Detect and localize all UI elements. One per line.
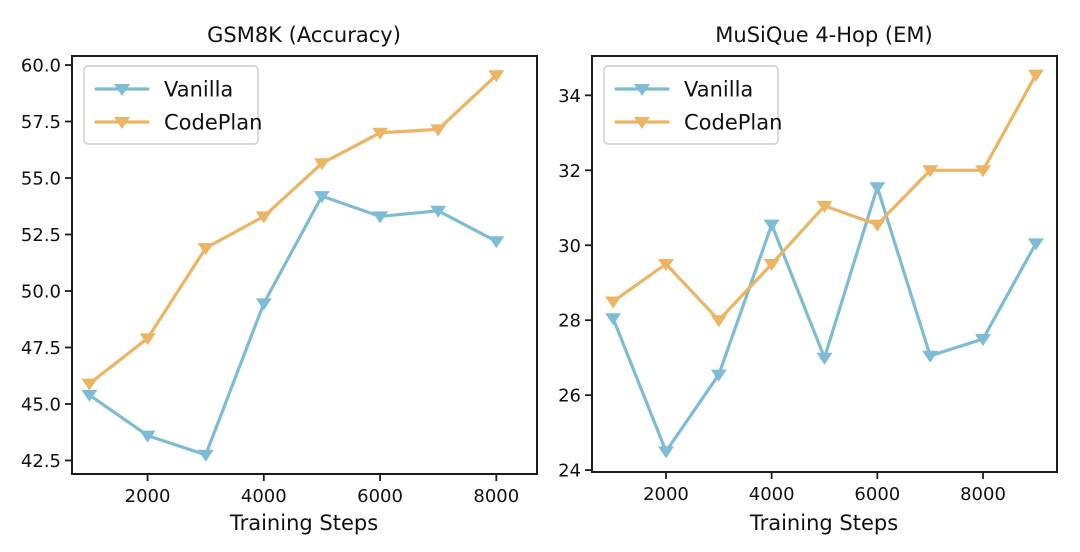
y-tick-label: 30 xyxy=(558,236,581,257)
x-tick-label: 4000 xyxy=(749,484,795,505)
series-marker-vanilla xyxy=(81,389,98,402)
series-line-vanilla xyxy=(87,194,498,457)
chart-panel-gsm8k: GSM8K (Accuracy) 2000 4000 6000 8000 42.5 45.… xyxy=(21,23,538,535)
chart-gsm8k: GSM8K (Accuracy) 2000 4000 6000 8000 42.5 45.… xyxy=(21,23,538,535)
series-marker-codeplan xyxy=(313,158,330,171)
series-marker-vanilla xyxy=(710,369,727,382)
series-marker-codeplan xyxy=(763,259,780,271)
series-marker-codeplan xyxy=(255,211,272,224)
legend-label-vanilla: Vanilla xyxy=(164,78,233,102)
series-marker-vanilla xyxy=(372,211,389,224)
series-marker-codeplan xyxy=(710,315,727,328)
series-marker-vanilla xyxy=(197,449,214,462)
chart-title-gsm8k: GSM8K (Accuracy) xyxy=(207,23,401,47)
y-tick-label: 47.5 xyxy=(21,338,61,359)
series-marker-codeplan xyxy=(197,243,214,256)
legend-label-vanilla: Vanilla xyxy=(684,78,753,102)
x-tick-label: 8000 xyxy=(473,486,519,507)
series-marker-vanilla xyxy=(816,352,833,365)
x-tick-label: 4000 xyxy=(241,486,287,507)
series-marker-vanilla xyxy=(255,298,272,311)
y-tick-label: 50.0 xyxy=(21,281,61,302)
chart-musique: MuSiQue 4-Hop (EM) 2000 4000 6000 800024262… xyxy=(558,23,1058,535)
legend-marker-vanilla xyxy=(634,84,650,96)
series-marker-vanilla xyxy=(430,205,447,218)
y-tick-label: 55.0 xyxy=(21,169,61,190)
x-tick-label: 2000 xyxy=(125,486,171,507)
series-marker-codeplan xyxy=(81,378,98,391)
series-marker-codeplan xyxy=(139,333,156,346)
x-tick-label: 2000 xyxy=(643,484,689,505)
y-tick-label: 32 xyxy=(558,161,581,182)
series-marker-codeplan xyxy=(922,165,939,178)
y-tick-label: 28 xyxy=(558,311,581,332)
series-marker-codeplan xyxy=(975,165,991,178)
series-marker-vanilla xyxy=(763,219,780,232)
x-tick-label: 6000 xyxy=(854,484,900,505)
series-marker-codeplan xyxy=(430,124,447,137)
chart-title-musique: MuSiQue 4-Hop (EM) xyxy=(715,23,932,47)
series-marker-codeplan xyxy=(488,70,505,83)
y-tick-label: 24 xyxy=(558,461,581,482)
series-marker-codeplan xyxy=(869,219,886,232)
series-marker-codeplan xyxy=(1027,69,1044,82)
plot-area-musique: 2000 4000 6000 8000 24 26 28 30 32 34 Vanilla CodeP… xyxy=(558,55,1058,505)
series-line-codeplan xyxy=(87,73,498,386)
series-marker-codeplan xyxy=(658,259,674,271)
series-marker-vanilla xyxy=(139,430,156,443)
y-tick-label: 60.0 xyxy=(21,56,61,77)
legend-label-codeplan: CodePlan xyxy=(684,111,782,135)
series-marker-vanilla xyxy=(1027,238,1044,251)
legend-marker-vanilla xyxy=(114,84,130,96)
series-marker-vanilla xyxy=(922,350,939,363)
series-marker-vanilla xyxy=(658,446,674,459)
x-axis-label-musique: Training Steps xyxy=(749,511,898,535)
x-tick-label: 8000 xyxy=(960,484,1006,505)
plot-area-gsm8k: 2000 4000 6000 8000 42.5 45.0 47.5 50.0 52.5 55.0… xyxy=(21,55,538,507)
legend-label-codeplan: CodePlan xyxy=(164,111,262,135)
series-marker-vanilla xyxy=(488,236,505,249)
y-tick-label: 57.5 xyxy=(21,112,61,133)
series-marker-vanilla xyxy=(605,313,622,326)
legend-marker-codeplan xyxy=(634,117,650,129)
y-tick-label: 52.5 xyxy=(21,225,61,246)
y-tick-label: 34 xyxy=(558,86,581,107)
y-tick-label: 45.0 xyxy=(21,394,61,415)
series-marker-vanilla xyxy=(869,182,886,195)
series-line-vanilla xyxy=(611,185,1038,453)
series-marker-codeplan xyxy=(605,296,622,309)
legend-marker-codeplan xyxy=(114,117,130,129)
series-marker-codeplan xyxy=(816,200,833,213)
y-tick-label: 26 xyxy=(558,386,581,407)
y-tick-label: 42.5 xyxy=(21,451,61,472)
series-marker-vanilla xyxy=(313,191,330,204)
series-marker-codeplan xyxy=(372,127,389,140)
series-marker-vanilla xyxy=(975,334,991,346)
plot-frame xyxy=(71,55,538,475)
chart-panel-musique: MuSiQue 4-Hop (EM) 2000 4000 6000 8000 24 26 2… xyxy=(540,0,1080,552)
x-tick-label: 6000 xyxy=(357,486,403,507)
plot-frame xyxy=(591,55,1058,473)
x-axis-label-gsm8k: Training Steps xyxy=(229,511,378,535)
